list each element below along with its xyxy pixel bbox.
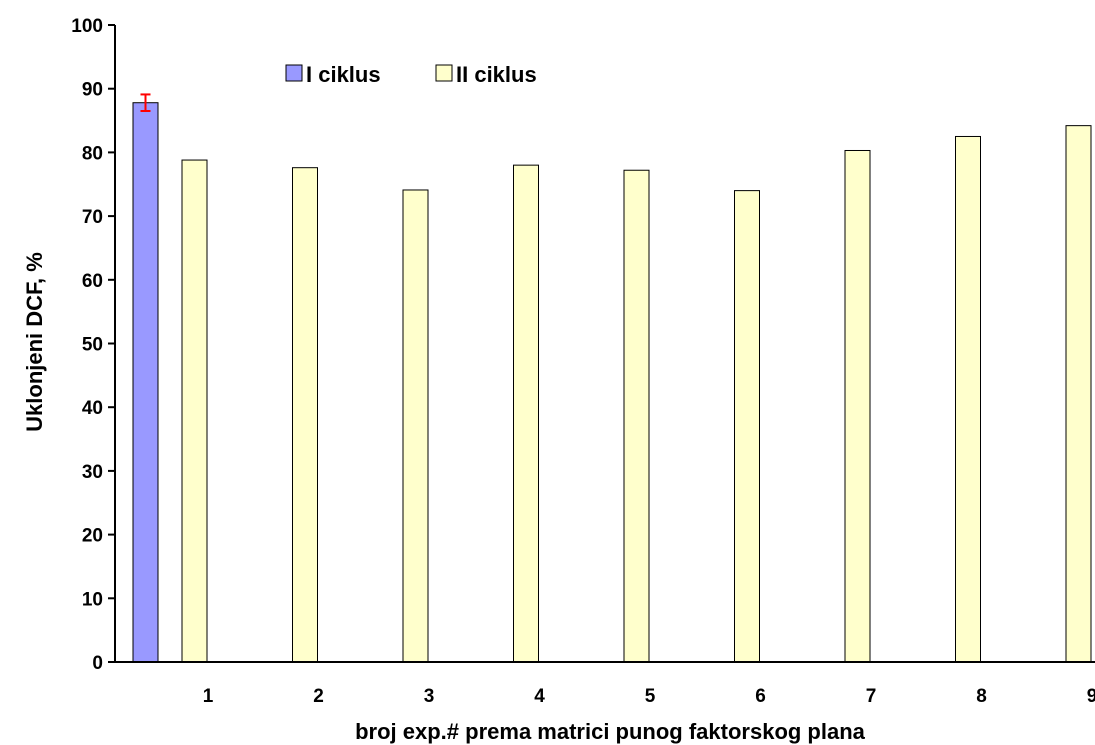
bar-series-2 bbox=[844, 149, 871, 663]
bar-series-2 bbox=[402, 189, 429, 663]
y-axis-label: Uklonjeni DCF, % bbox=[22, 252, 47, 432]
x-tick-label: 2 bbox=[313, 686, 324, 707]
x-tick-label: 5 bbox=[645, 686, 656, 707]
legend-label-series-2: II ciklus bbox=[456, 62, 537, 87]
bar-series-2 bbox=[955, 135, 981, 663]
bar-series-2 bbox=[734, 190, 760, 663]
y-tick-label: 90 bbox=[82, 80, 103, 101]
bar-series-2 bbox=[181, 159, 208, 663]
bar-series-2 bbox=[513, 164, 539, 663]
y-tick-label: 100 bbox=[71, 16, 103, 37]
legend: I ciklus II ciklus bbox=[285, 62, 537, 87]
x-tick-label: 1 bbox=[203, 686, 214, 707]
legend-swatch-series-1 bbox=[285, 64, 303, 82]
y-tick-label: 60 bbox=[82, 271, 103, 292]
x-tick-label: 9 bbox=[1087, 686, 1095, 707]
bar-series-1 bbox=[132, 102, 159, 663]
bar-series-2 bbox=[623, 169, 650, 663]
y-tick-label: 10 bbox=[82, 589, 103, 610]
x-tick-label: 3 bbox=[424, 686, 435, 707]
x-tick-label: 8 bbox=[976, 686, 987, 707]
y-tick-label: 70 bbox=[82, 207, 103, 228]
y-tick-label: 50 bbox=[82, 335, 103, 356]
y-tick-label: 20 bbox=[82, 526, 103, 547]
bar-series-2 bbox=[292, 167, 318, 663]
x-tick-label: 7 bbox=[866, 686, 877, 707]
y-tick-label: 40 bbox=[82, 398, 103, 419]
legend-swatch-series-2 bbox=[435, 64, 453, 82]
bar-series-2 bbox=[1065, 125, 1092, 663]
x-tick-label: 6 bbox=[755, 686, 766, 707]
x-axis-label: broj exp.# prema matrici punog faktorsko… bbox=[355, 719, 866, 744]
x-tick-label: 4 bbox=[534, 686, 545, 707]
plot-area: 0 10 20 30 40 50 60 70 80 90 100 1 2 3 4 5 6 7 8 9 bbox=[71, 16, 1095, 707]
legend-label-series-1: I ciklus bbox=[306, 62, 381, 87]
y-tick-label: 0 bbox=[92, 653, 103, 674]
y-tick-label: 80 bbox=[82, 143, 103, 164]
y-tick-label: 30 bbox=[82, 462, 103, 483]
